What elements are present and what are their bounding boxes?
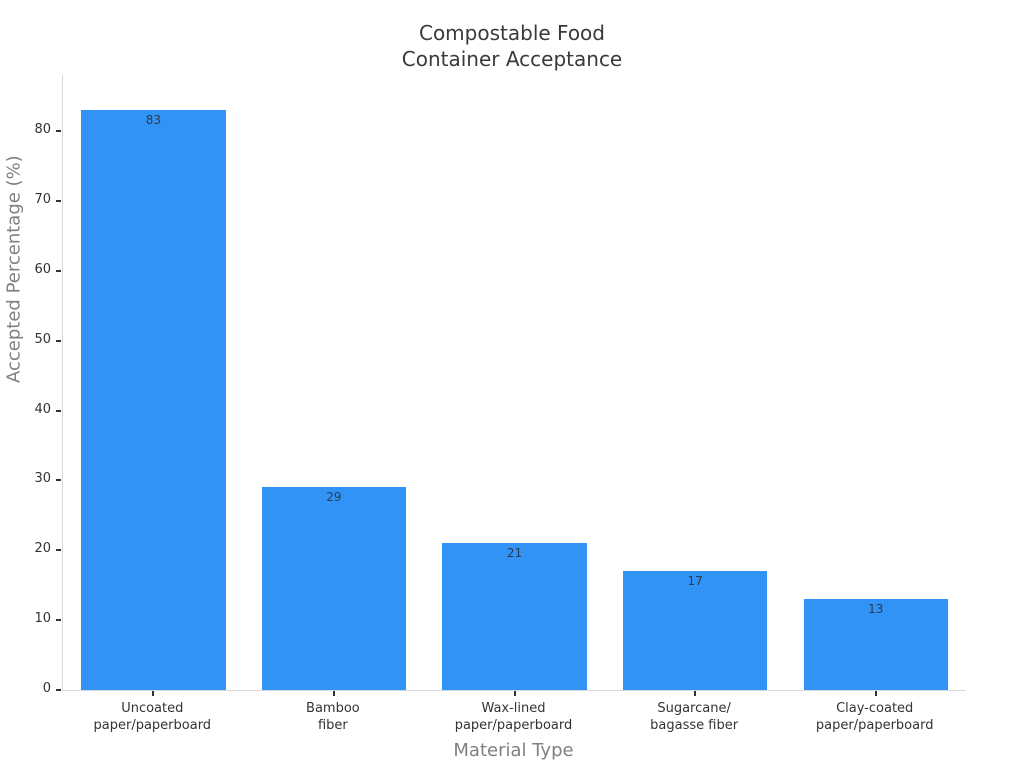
- bar: 83: [81, 109, 226, 690]
- y-tick-label: 20: [34, 541, 51, 557]
- x-axis-title: Material Type: [453, 740, 574, 761]
- plot-area: 83 29 21 17 13: [56, 75, 966, 696]
- x-tick-mark: [874, 691, 877, 696]
- y-tick-label: 70: [34, 191, 51, 207]
- y-tick-mark: [56, 269, 61, 272]
- y-tick-label: 0: [42, 681, 51, 696]
- bar: 17: [622, 571, 768, 690]
- x-category-label: Clay-coated paper/paperboard: [815, 701, 934, 733]
- y-tick-label: 80: [34, 121, 51, 137]
- y-tick-mark: [56, 479, 61, 482]
- y-tick-mark: [56, 339, 61, 342]
- y-tick-mark: [56, 129, 61, 132]
- y-tick-label: 40: [34, 401, 51, 417]
- x-tick-mark: [152, 691, 155, 696]
- bar: 13: [803, 599, 948, 690]
- x-tick-mark: [332, 691, 335, 696]
- bar-value-label: 29: [326, 490, 342, 505]
- bar-value-label: 21: [506, 546, 523, 561]
- x-category-label: Sugarcane/ bagasse fiber: [650, 701, 739, 733]
- bar-value-label: 83: [145, 112, 161, 127]
- x-category-label: Bamboo fiber: [306, 701, 360, 733]
- bar-value-label: 17: [687, 574, 703, 589]
- bar: 21: [442, 543, 587, 690]
- x-category-label: Uncoated paper/paperboard: [93, 701, 212, 733]
- bar-value-label: 13: [868, 602, 884, 617]
- y-tick-label: 10: [34, 611, 51, 627]
- y-tick-mark: [56, 689, 61, 691]
- bar: 29: [261, 487, 407, 690]
- y-tick-mark: [56, 199, 61, 202]
- x-tick-mark: [694, 691, 697, 696]
- y-tick-mark: [56, 409, 61, 412]
- y-tick-label: 60: [34, 261, 51, 277]
- y-tick-label: 30: [34, 471, 51, 487]
- y-tick-label: 50: [34, 331, 51, 347]
- y-tick-mark: [56, 549, 61, 552]
- chart-title: Compostable Food Container Acceptance: [401, 21, 623, 71]
- y-tick-mark: [56, 619, 61, 622]
- x-tick-mark: [513, 691, 516, 696]
- x-category-label: Wax-lined paper/paperboard: [454, 701, 573, 733]
